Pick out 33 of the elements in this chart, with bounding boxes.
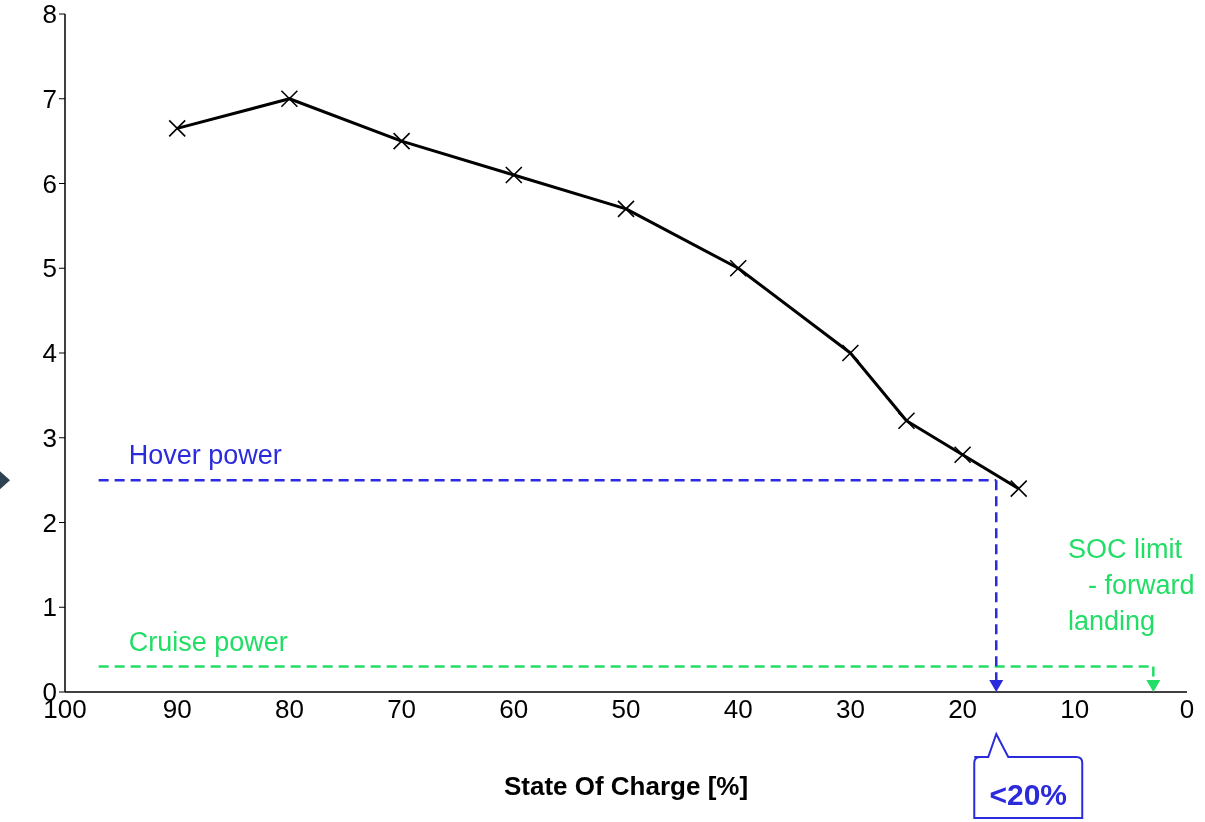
x-tick-label: 0 — [1179, 694, 1195, 725]
y-tick-label: 3 — [42, 422, 57, 453]
y-tick-label: 1 — [42, 592, 57, 623]
x-tick-label: 20 — [948, 694, 978, 725]
x-tick-label: 10 — [1060, 694, 1090, 725]
x-tick-label: 80 — [274, 694, 304, 725]
series-label: Hover power — [128, 440, 282, 471]
point — [729, 259, 747, 278]
x-tick-label: 40 — [723, 694, 753, 725]
point — [617, 200, 635, 218]
text: <20% — [989, 778, 1068, 811]
point — [505, 166, 523, 184]
y-tick-label: 2 — [42, 507, 57, 538]
point — [280, 89, 299, 108]
point — [841, 344, 860, 362]
y-tick-label: 7 — [42, 83, 57, 114]
y-tick-label: 5 — [42, 253, 57, 284]
y-tick-label: 6 — [42, 168, 57, 199]
x-tick-label: 30 — [835, 694, 865, 725]
x-tick-label: 50 — [611, 694, 641, 725]
x-tick-label: 60 — [499, 694, 529, 725]
annotation: SOC limit - forward landing — [1068, 534, 1195, 636]
series-label: Cruise power — [128, 626, 288, 657]
point — [897, 412, 916, 430]
y-tick-label: 8 — [42, 0, 57, 30]
x-tick-label: 70 — [387, 694, 417, 725]
point — [1009, 479, 1028, 498]
x-axis-title: State Of Charge [%] — [503, 771, 749, 802]
point — [168, 119, 186, 138]
point — [953, 445, 972, 464]
x-tick-label: 90 — [162, 694, 192, 725]
y-tick-label: 4 — [42, 338, 57, 369]
point — [392, 132, 411, 150]
